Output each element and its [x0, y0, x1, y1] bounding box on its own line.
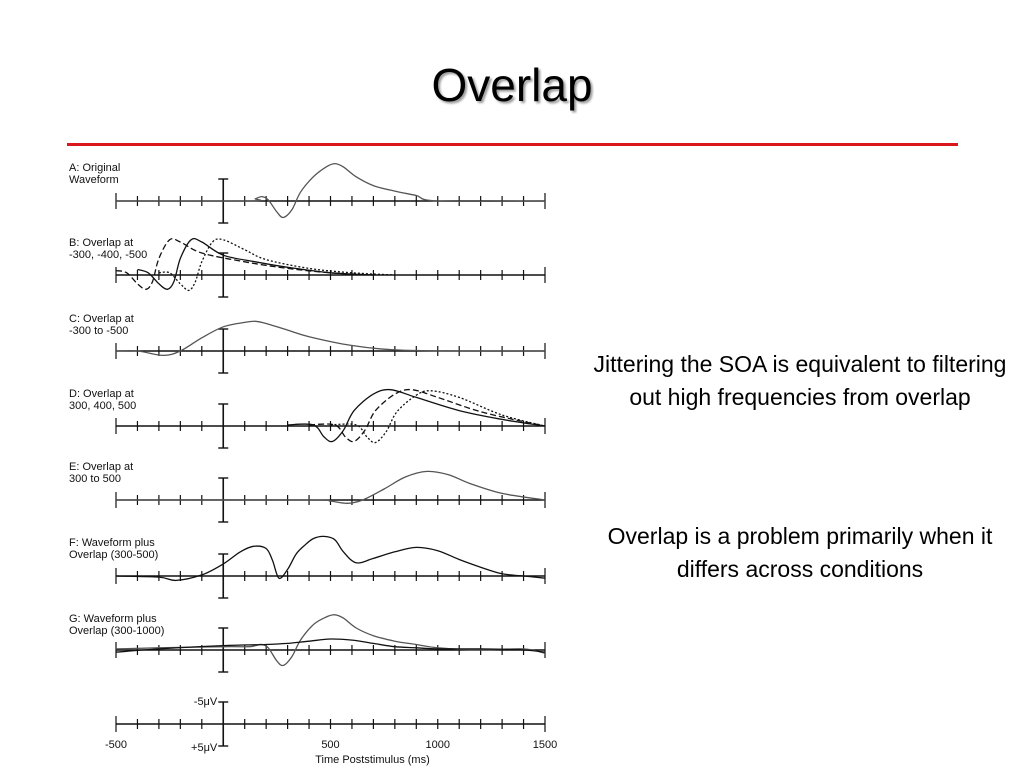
panel-c-label-line: C: Overlap at — [69, 313, 134, 325]
time-tick-label: 1500 — [533, 739, 557, 751]
time-axis-title: Time Poststimulus (ms) — [315, 754, 430, 766]
panel-f-label-line: Overlap (300-500) — [69, 549, 158, 561]
panel-b-waveform-3 — [158, 238, 395, 292]
panel-g-label-line: Overlap (300-1000) — [69, 625, 164, 637]
time-tick-label: 500 — [321, 739, 339, 751]
panel-b-waveform-1 — [137, 237, 374, 290]
erp-overlap-figure: A: Original Waveform B: Overlap at -300, -4… — [60, 156, 570, 768]
panel-d-waveform-1 — [287, 388, 546, 443]
panel-g-waveform-1 — [115, 614, 546, 667]
panel-b-label-line: -300, -400, -500 — [69, 249, 147, 261]
panel-g-label-line: G: Waveform plus — [69, 613, 157, 625]
panel-b-label-line: B: Overlap at — [69, 237, 133, 249]
panel-f-waveform-1 — [115, 535, 546, 582]
title-divider — [67, 143, 958, 146]
panel-d-label-line: 300, 400, 500 — [69, 400, 136, 412]
panel-e-label-line: 300 to 500 — [69, 473, 121, 485]
panel-a-label-line: A: Original — [69, 162, 120, 174]
panel-a-label-line: Waveform — [69, 174, 119, 186]
point-overlap-problem: Overlap is a problem primarily when it d… — [607, 523, 993, 582]
panel-f-label-line: F: Waveform plus — [69, 537, 155, 549]
panel-c-label-line: -300 to -500 — [69, 325, 128, 337]
scale-bottom-label: +5μV — [191, 742, 218, 754]
point-jittering: Jittering the SOA is equivalent to filte… — [593, 351, 1007, 410]
panel-a-waveform-1 — [115, 162, 546, 219]
panel-c-waveform-1 — [115, 320, 546, 357]
scale-top-label: -5μV — [194, 696, 218, 708]
panel-b-waveform-2 — [115, 238, 374, 290]
panel-e-label-line: E: Overlap at — [69, 461, 133, 473]
panel-d-waveform-3 — [330, 390, 546, 444]
panel-d-label-line: D: Overlap at — [69, 388, 134, 400]
time-tick-label: -500 — [105, 739, 127, 751]
panel-g-waveform-2 — [115, 638, 546, 653]
panel-d-waveform-2 — [309, 388, 546, 443]
panel-e-waveform-1 — [115, 470, 546, 504]
slide-title: Overlap — [431, 59, 593, 111]
time-tick-label: 1000 — [426, 739, 450, 751]
